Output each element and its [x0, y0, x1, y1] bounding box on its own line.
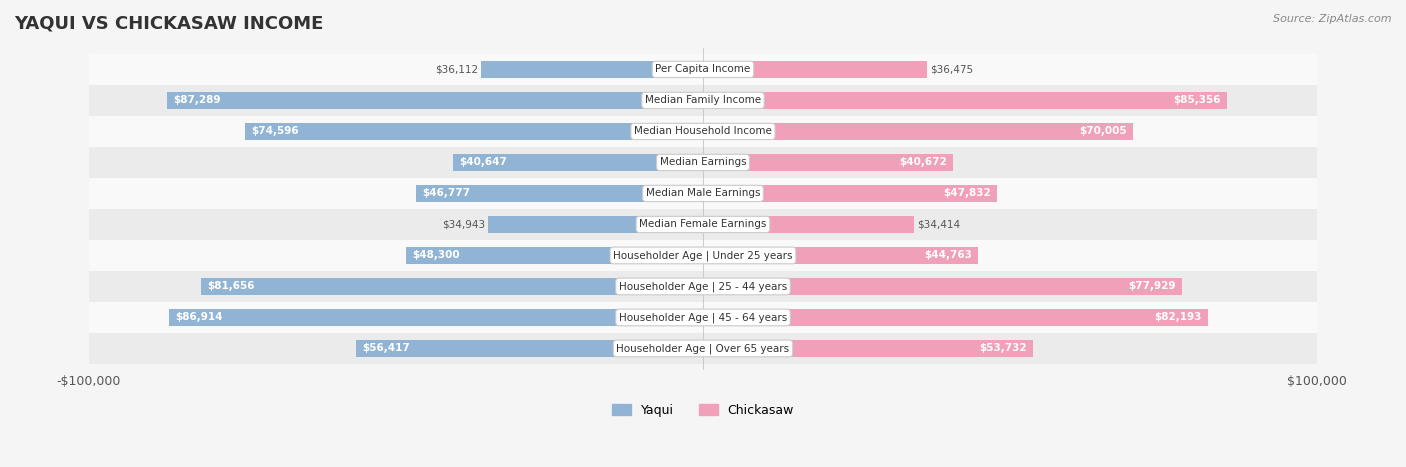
Text: Median Male Earnings: Median Male Earnings	[645, 188, 761, 198]
Bar	[453, 154, 703, 171]
Text: $40,672: $40,672	[898, 157, 946, 168]
Bar	[357, 340, 703, 357]
Bar	[89, 209, 1317, 240]
Text: $36,475: $36,475	[931, 64, 973, 74]
Bar	[89, 302, 1317, 333]
Bar	[703, 185, 997, 202]
Bar	[89, 178, 1317, 209]
Text: $74,596: $74,596	[250, 127, 298, 136]
Text: $86,914: $86,914	[176, 312, 222, 322]
Bar	[703, 247, 979, 264]
Text: Median Family Income: Median Family Income	[645, 95, 761, 106]
Bar	[89, 240, 1317, 271]
Text: Householder Age | Under 25 years: Householder Age | Under 25 years	[613, 250, 793, 261]
Text: $46,777: $46,777	[422, 188, 470, 198]
Text: $87,289: $87,289	[173, 95, 221, 106]
Text: $82,193: $82,193	[1154, 312, 1202, 322]
Text: $48,300: $48,300	[412, 250, 460, 261]
Text: $40,647: $40,647	[460, 157, 508, 168]
Bar	[703, 154, 953, 171]
Bar	[245, 123, 703, 140]
Bar	[89, 333, 1317, 364]
Text: Per Capita Income: Per Capita Income	[655, 64, 751, 74]
Bar	[703, 278, 1181, 295]
Bar	[89, 147, 1317, 178]
Text: $85,356: $85,356	[1174, 95, 1222, 106]
Bar	[703, 340, 1033, 357]
Bar	[703, 309, 1208, 326]
Text: Source: ZipAtlas.com: Source: ZipAtlas.com	[1274, 14, 1392, 24]
Text: YAQUI VS CHICKASAW INCOME: YAQUI VS CHICKASAW INCOME	[14, 14, 323, 32]
Bar	[416, 185, 703, 202]
Text: Householder Age | 45 - 64 years: Householder Age | 45 - 64 years	[619, 312, 787, 323]
Text: Householder Age | 25 - 44 years: Householder Age | 25 - 44 years	[619, 281, 787, 292]
Bar	[89, 271, 1317, 302]
Text: $70,005: $70,005	[1080, 127, 1126, 136]
Bar	[201, 278, 703, 295]
Text: Householder Age | Over 65 years: Householder Age | Over 65 years	[616, 343, 790, 354]
Bar	[167, 92, 703, 109]
Bar	[703, 216, 914, 233]
Text: Median Earnings: Median Earnings	[659, 157, 747, 168]
Legend: Yaqui, Chickasaw: Yaqui, Chickasaw	[607, 399, 799, 422]
Bar	[488, 216, 703, 233]
Text: $34,943: $34,943	[441, 219, 485, 229]
Text: $36,112: $36,112	[434, 64, 478, 74]
Bar	[406, 247, 703, 264]
Text: $56,417: $56,417	[363, 343, 411, 354]
Text: $77,929: $77,929	[1128, 282, 1175, 291]
Bar	[703, 61, 927, 78]
Bar	[481, 61, 703, 78]
Bar	[169, 309, 703, 326]
Bar	[89, 116, 1317, 147]
Text: $44,763: $44,763	[924, 250, 972, 261]
Text: $34,414: $34,414	[918, 219, 960, 229]
Bar	[703, 92, 1227, 109]
Text: $81,656: $81,656	[208, 282, 254, 291]
Bar	[89, 85, 1317, 116]
Text: Median Female Earnings: Median Female Earnings	[640, 219, 766, 229]
Bar	[89, 54, 1317, 85]
Bar	[703, 123, 1133, 140]
Text: $53,732: $53,732	[980, 343, 1026, 354]
Text: $47,832: $47,832	[943, 188, 991, 198]
Text: Median Household Income: Median Household Income	[634, 127, 772, 136]
